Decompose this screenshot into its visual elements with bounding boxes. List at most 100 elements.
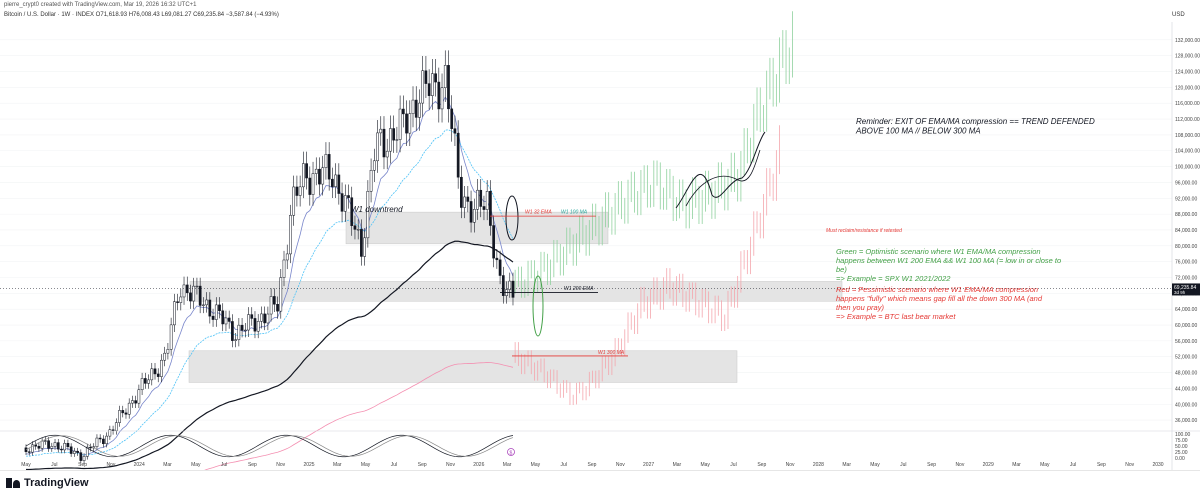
time-tick-label: Nov bbox=[276, 462, 285, 468]
candle-body bbox=[460, 176, 463, 208]
oscillator-tick-label: 75.00 bbox=[1175, 438, 1188, 444]
currency-label[interactable]: USD bbox=[1172, 12, 1185, 18]
candle-body bbox=[456, 132, 460, 178]
tradingview-logo[interactable]: TradingView bbox=[6, 477, 89, 489]
candle-body bbox=[450, 108, 454, 129]
candle-body bbox=[243, 329, 247, 332]
candle-body bbox=[421, 70, 425, 104]
time-tick-label: 2027 bbox=[643, 462, 654, 468]
oscillator-tick-label: 0.00 bbox=[1175, 456, 1185, 462]
tradingview-brand: TradingView bbox=[24, 477, 89, 489]
candle-body bbox=[208, 299, 212, 317]
candle-body bbox=[137, 389, 141, 404]
ema200-label: W1 200 EMA bbox=[564, 286, 594, 292]
candle-body bbox=[147, 379, 150, 384]
candle-body bbox=[73, 450, 76, 454]
candle-body bbox=[501, 275, 505, 296]
tradingview-logo-icon bbox=[6, 478, 20, 488]
candle-body bbox=[85, 446, 89, 457]
candle-body bbox=[360, 229, 363, 257]
oscillator-tick-label: 100.00 bbox=[1175, 432, 1191, 438]
candle-body bbox=[427, 83, 431, 96]
time-tick-label: Jul bbox=[51, 462, 57, 468]
candle-body bbox=[289, 215, 292, 255]
price-tick-label: 88,000.00 bbox=[1175, 212, 1197, 218]
zone-rect bbox=[188, 350, 738, 383]
candle-body bbox=[308, 177, 312, 195]
candle-body bbox=[76, 450, 79, 453]
candle-body bbox=[437, 81, 441, 110]
candle-body bbox=[66, 443, 70, 448]
time-tick-label: May bbox=[1040, 462, 1050, 468]
candle-body bbox=[447, 65, 450, 110]
candle-body bbox=[318, 168, 321, 185]
time-tick-label: 2028 bbox=[813, 462, 824, 468]
candle-body bbox=[366, 191, 370, 239]
candle-body bbox=[279, 277, 283, 312]
ma-line-w1-200-ema bbox=[25, 240, 514, 471]
price-axis: 132,000.00 128,000.00 124,000.00 120,000.00… bbox=[0, 22, 1200, 470]
candle-body bbox=[179, 296, 183, 303]
price-tick-label: 48,000.00 bbox=[1175, 371, 1197, 377]
price-tick-label: 80,000.00 bbox=[1175, 244, 1197, 250]
time-tick-label: Mar bbox=[673, 462, 682, 468]
candle-body bbox=[37, 445, 41, 449]
oscillator-line-k bbox=[25, 434, 514, 458]
time-tick-label: Mar bbox=[1012, 462, 1021, 468]
footer-bar: TradingView bbox=[0, 470, 1200, 494]
candle-body bbox=[108, 429, 112, 437]
time-tick-label: Jul bbox=[391, 462, 397, 468]
candle-body bbox=[198, 285, 202, 306]
candle-body bbox=[324, 154, 328, 168]
zone-layer bbox=[188, 211, 843, 383]
candle-body bbox=[466, 196, 470, 202]
price-tick-label: 56,000.00 bbox=[1175, 339, 1197, 345]
red-scenario-note: happens "fully" which means gap fill all… bbox=[836, 294, 1043, 303]
candle-body bbox=[211, 315, 215, 320]
candle-body bbox=[431, 73, 434, 96]
candle-body bbox=[463, 196, 466, 208]
candle-body bbox=[485, 191, 489, 210]
price-tick-label: 104,000.00 bbox=[1175, 149, 1200, 155]
candle-body bbox=[434, 73, 437, 83]
ma300-label: W1 300 MA bbox=[598, 350, 625, 356]
candle-body bbox=[469, 201, 473, 223]
time-tick-label: 2029 bbox=[983, 462, 994, 468]
price-tick-label: 112,000.00 bbox=[1175, 117, 1200, 123]
oscillator-tick-label: 50.00 bbox=[1175, 444, 1188, 450]
symbol-ohlc-line[interactable]: Bitcoin / U.S. Dollar · 1W · INDEX O71,6… bbox=[4, 12, 279, 18]
candle-body bbox=[240, 324, 244, 331]
candle-body bbox=[69, 446, 73, 454]
ema32-label: W1 32 EMA bbox=[525, 209, 552, 215]
time-tick-label: Nov bbox=[106, 462, 115, 468]
ma-line-w1-32-ema bbox=[25, 96, 514, 456]
time-tick-label: Jul bbox=[560, 462, 566, 468]
candle-body bbox=[111, 429, 115, 431]
candle-body bbox=[424, 70, 428, 84]
candle-body bbox=[411, 99, 415, 115]
candle-body bbox=[350, 197, 354, 226]
time-tick-label: Nov bbox=[786, 462, 795, 468]
last-price-label: 69,235.84 bbox=[1174, 285, 1196, 291]
candle-body bbox=[372, 160, 376, 171]
downtrend-label: W1 downtrend bbox=[351, 205, 403, 214]
time-tick-label: Jul bbox=[730, 462, 736, 468]
candle-body bbox=[492, 225, 495, 259]
candle-body bbox=[395, 139, 399, 141]
time-tick-label: Sep bbox=[78, 462, 87, 468]
candle-body bbox=[379, 128, 383, 134]
time-tick-label: Nov bbox=[616, 462, 625, 468]
candle-body bbox=[253, 318, 257, 332]
candle-body bbox=[479, 189, 483, 207]
annotation-layer: W1 downtrend W1 32 EMA W1 100 MA W1 200 EMA… bbox=[351, 117, 1095, 456]
candle-body bbox=[498, 259, 502, 276]
candle-body bbox=[376, 132, 379, 162]
reminder-note: Reminder: EXIT OF EMA/MA compression == … bbox=[856, 117, 1095, 126]
oscillator-tick-label: 25.00 bbox=[1175, 450, 1188, 456]
candle-body bbox=[266, 313, 270, 324]
oscillator-line-d bbox=[25, 435, 514, 457]
candle-body bbox=[272, 296, 276, 305]
time-tick-label: Sep bbox=[588, 462, 597, 468]
candle-body bbox=[47, 440, 50, 449]
